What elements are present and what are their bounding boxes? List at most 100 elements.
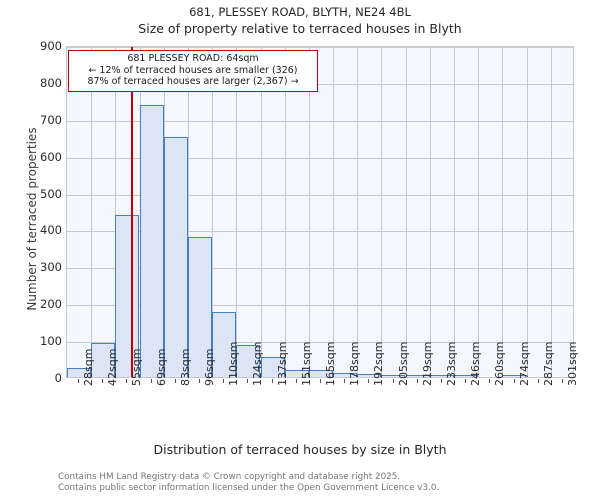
x-axis-tick-label: 274sqm xyxy=(517,341,531,386)
x-axis-tick-mark xyxy=(174,379,176,383)
x-axis-tick-mark xyxy=(150,379,152,383)
gridline-vertical xyxy=(406,47,407,377)
x-axis-tick-mark xyxy=(537,379,539,383)
property-size-marker-line xyxy=(130,47,133,377)
histogram-bar xyxy=(261,357,285,377)
histogram-bar xyxy=(67,367,91,377)
gridline-horizontal xyxy=(67,231,573,233)
x-axis-tick-mark xyxy=(247,379,249,383)
gridline-horizontal xyxy=(67,194,573,196)
plot-area xyxy=(66,46,574,378)
annotation-line-address: 681 PLESSEY ROAD: 64sqm xyxy=(127,53,259,64)
histogram-bar xyxy=(236,344,260,377)
x-axis-tick-mark xyxy=(295,379,297,383)
x-axis-tick-label: 205sqm xyxy=(396,341,410,386)
gridline-vertical xyxy=(527,47,528,377)
x-axis-label: Distribution of terraced houses by size … xyxy=(153,442,447,457)
gridline-vertical xyxy=(236,47,237,377)
histogram-bar xyxy=(333,372,357,377)
y-axis-tick-label: 0 xyxy=(54,371,62,385)
gridline-vertical xyxy=(502,47,503,377)
gridline-vertical xyxy=(91,47,92,377)
histogram-bar xyxy=(212,311,236,377)
gridline-vertical xyxy=(188,47,189,377)
x-axis-ticks: 28sqm 42sqm 55sqm 69sqm 83sqm 96sqm 110sqm 124s… xyxy=(0,342,600,440)
chart-title-address: 681, PLESSEY ROAD, BLYTH, NE24 4BL xyxy=(189,5,411,19)
x-axis-tick-mark xyxy=(489,379,491,383)
histogram-bar xyxy=(140,104,164,377)
x-axis-tick-mark xyxy=(78,379,80,383)
x-axis-tick-label: 55sqm xyxy=(130,348,144,386)
x-axis-tick-mark xyxy=(392,379,394,383)
gridline-vertical xyxy=(285,47,286,377)
footer-attribution: Contains HM Land Registry data © Crown c… xyxy=(58,472,598,493)
gridline-horizontal xyxy=(67,47,573,48)
histogram-bar xyxy=(381,375,405,377)
histogram-bar xyxy=(502,375,526,377)
x-axis-tick-mark xyxy=(223,379,225,383)
histogram-bar xyxy=(188,237,212,377)
gridline-horizontal xyxy=(67,83,573,85)
x-axis-tick-label: 233sqm xyxy=(444,341,458,386)
gridline-vertical xyxy=(309,47,310,377)
x-axis-tick-mark xyxy=(344,379,346,383)
x-axis-tick-mark xyxy=(440,379,442,383)
gridline-vertical xyxy=(381,47,382,377)
annotation-line-smaller: ← 12% of terraced houses are smaller (32… xyxy=(88,64,298,76)
gridline-vertical xyxy=(430,47,431,377)
histogram-bar xyxy=(309,369,333,377)
x-axis-tick-mark xyxy=(416,379,418,383)
gridline-horizontal xyxy=(67,342,573,344)
y-axis-tick-label: 500 xyxy=(40,186,62,201)
x-axis-tick-mark xyxy=(126,379,128,383)
chart-title-subtitle: Size of property relative to terraced ho… xyxy=(138,21,462,36)
x-axis-tick-mark xyxy=(465,379,467,383)
x-axis-tick-label: 124sqm xyxy=(251,341,265,386)
histogram-bar xyxy=(285,369,309,377)
x-axis-tick-label: 287sqm xyxy=(541,341,555,386)
x-axis-tick-label: 83sqm xyxy=(178,348,192,386)
gridline-vertical xyxy=(115,47,116,377)
y-axis-tick-label: 900 xyxy=(40,39,62,53)
property-annotation-box: 681 PLESSEY ROAD: 64sqm ← 12% of terrace… xyxy=(68,50,318,92)
y-axis-tick-label: 600 xyxy=(40,149,62,164)
x-axis-tick-mark xyxy=(368,379,370,383)
gridline-vertical xyxy=(478,47,479,377)
x-axis-tick-label: 28sqm xyxy=(82,348,96,386)
x-axis-tick-mark xyxy=(513,379,515,383)
gridline-vertical xyxy=(261,47,262,377)
histogram-bar xyxy=(430,374,454,377)
gridline-horizontal xyxy=(67,268,573,270)
x-axis-tick-label: 219sqm xyxy=(420,341,434,386)
x-axis-tick-label: 178sqm xyxy=(348,341,362,386)
x-axis-tick-label: 246sqm xyxy=(469,341,483,386)
histogram-bar xyxy=(454,375,478,377)
x-axis-tick-label: 137sqm xyxy=(275,341,289,386)
gridline-horizontal xyxy=(67,305,573,307)
annotation-line-larger: 87% of terraced houses are larger (2,367… xyxy=(87,76,299,87)
chart-title-block: 681, PLESSEY ROAD, BLYTH, NE24 4BL Size … xyxy=(0,4,600,38)
x-axis-tick-label: 110sqm xyxy=(227,341,241,386)
gridline-vertical xyxy=(357,47,358,377)
y-axis-tick-label: 100 xyxy=(40,334,62,349)
footer-line-2: Contains public sector information licen… xyxy=(58,482,440,493)
x-axis-tick-mark xyxy=(320,379,321,383)
x-axis-tick-label: 96sqm xyxy=(203,348,217,386)
x-axis-tick-label: 260sqm xyxy=(493,341,507,386)
gridline-vertical xyxy=(333,47,334,377)
y-axis-tick-label: 700 xyxy=(40,112,62,127)
gridline-horizontal xyxy=(67,120,573,122)
histogram-bar xyxy=(115,215,139,377)
x-axis-tick-mark xyxy=(271,379,273,383)
x-axis-tick-label: 151sqm xyxy=(299,341,313,386)
gridline-horizontal xyxy=(67,157,573,159)
x-axis-tick-label: 192sqm xyxy=(372,341,386,386)
x-axis-tick-mark xyxy=(199,379,201,383)
gridline-vertical xyxy=(454,47,455,377)
x-axis-tick-mark xyxy=(561,379,563,383)
histogram-bar xyxy=(164,136,188,377)
histogram-bar xyxy=(357,373,381,377)
y-axis-tick-label: 400 xyxy=(40,223,62,238)
histogram-bar xyxy=(91,343,115,377)
histogram-bar xyxy=(406,375,430,377)
